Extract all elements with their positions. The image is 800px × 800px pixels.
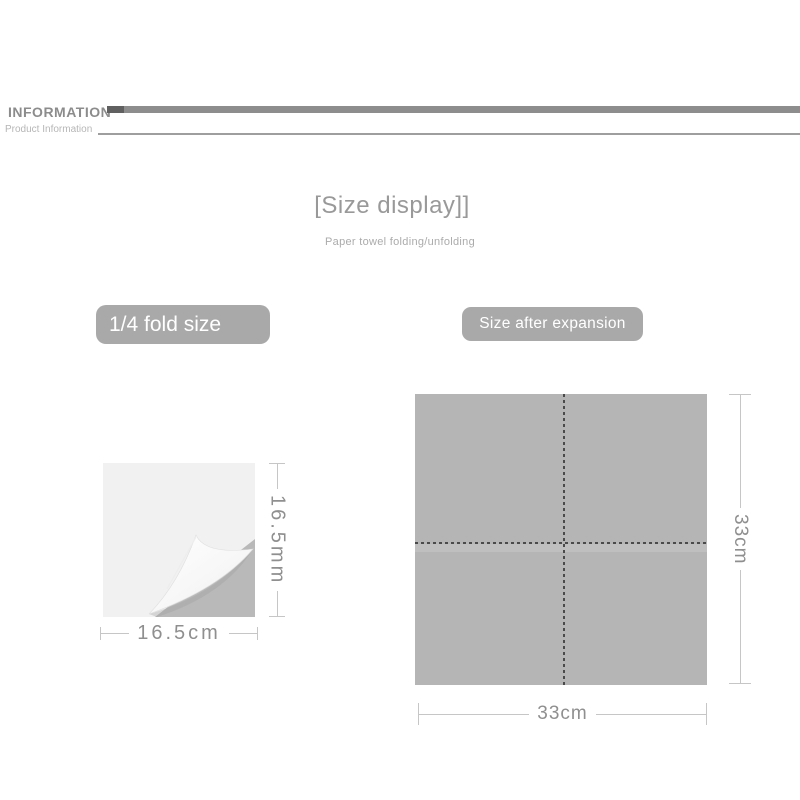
- dimension-tick: [100, 626, 101, 640]
- dimension-line: [228, 632, 257, 634]
- header-bar: [107, 106, 800, 113]
- dimension-tick: [269, 616, 285, 617]
- folded-size-badge: 1/4 fold size: [96, 305, 270, 344]
- vertical-crease-line: [563, 394, 565, 685]
- header-divider-line: [98, 133, 800, 135]
- dimension-line: [595, 713, 706, 715]
- folded-height-dimension: 16.5mm: [259, 463, 295, 617]
- dimension-tick: [418, 703, 419, 725]
- dimension-tick: [706, 703, 707, 725]
- dimension-line: [739, 570, 741, 683]
- folded-width-label: 16.5cm: [137, 621, 221, 644]
- page-curl-graphic: [148, 534, 255, 617]
- dimension-line: [276, 591, 278, 616]
- folded-width-dimension: 16.5cm: [100, 621, 258, 644]
- dimension-line: [739, 395, 741, 508]
- expanded-width-label: 33cm: [537, 703, 588, 724]
- expanded-height-label: 33cm: [730, 513, 751, 565]
- dimension-line: [101, 632, 130, 634]
- dimension-line: [276, 464, 278, 489]
- folded-height-label: 16.5mm: [266, 494, 289, 586]
- size-display-title: [Size display]]: [314, 192, 470, 219]
- product-information-label: Product Information: [5, 124, 93, 135]
- expanded-height-dimension: 33cm: [722, 394, 758, 684]
- dimension-tick: [729, 394, 751, 395]
- horizontal-crease-line: [415, 542, 707, 544]
- crease-highlight: [415, 544, 707, 552]
- dimension-tick: [257, 626, 258, 640]
- expanded-width-dimension: 33cm: [418, 702, 707, 726]
- expanded-size-badge: Size after expansion: [462, 307, 643, 341]
- expanded-paper-square: [415, 394, 707, 685]
- dimension-tick: [269, 463, 285, 464]
- dimension-line: [419, 713, 530, 715]
- size-display-subtitle: Paper towel folding/unfolding: [325, 236, 475, 248]
- folded-paper-square: [103, 463, 255, 617]
- dimension-tick: [729, 683, 751, 684]
- information-heading: INFORMATION: [8, 104, 112, 120]
